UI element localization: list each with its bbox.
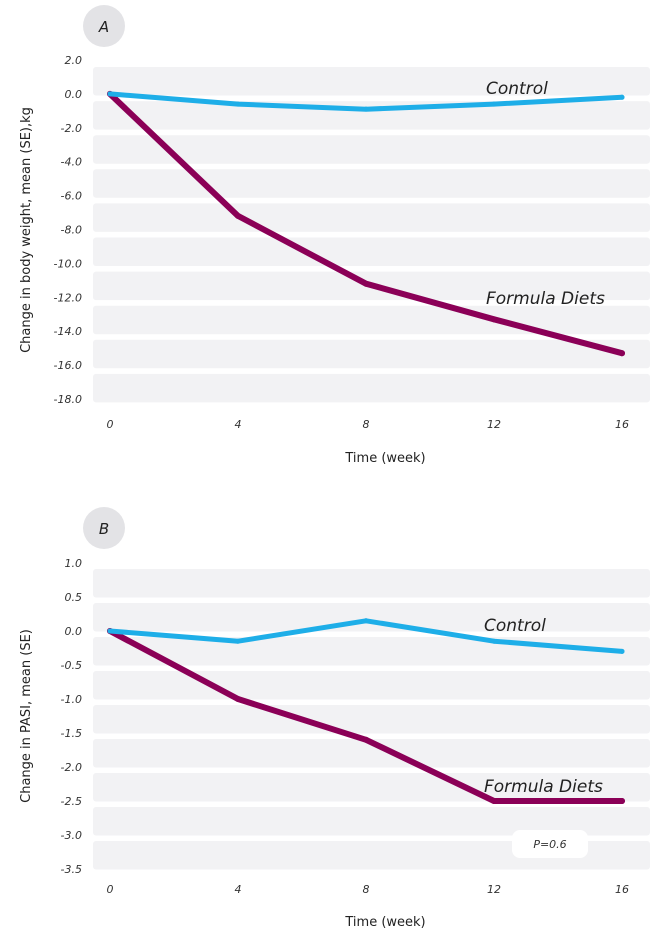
y-tick-label: -2.0	[61, 761, 82, 774]
x-tick-label: 0	[107, 418, 114, 431]
x-tick-label: 4	[235, 418, 242, 431]
data-point	[619, 94, 625, 100]
grid-band	[93, 569, 650, 598]
y-tick-label: -6.0	[61, 190, 82, 203]
data-point	[235, 101, 241, 107]
data-point	[107, 91, 113, 97]
y-tick-label: -1.0	[61, 693, 82, 706]
p-value-box	[512, 830, 588, 858]
x-tick-label: 16	[615, 418, 629, 431]
y-tick-label: -4.0	[61, 156, 82, 169]
y-tick-label: -1.5	[61, 727, 82, 740]
y-tick-label: -14.0	[54, 325, 82, 338]
y-tick-label: -3.0	[61, 829, 82, 842]
data-point	[363, 618, 369, 624]
data-point	[491, 101, 497, 107]
grid-band	[93, 739, 650, 768]
x-tick-label: 16	[615, 883, 629, 896]
panel-badge	[83, 5, 125, 47]
grid-band	[93, 373, 650, 403]
grid-band	[93, 339, 650, 369]
y-tick-label: -18.0	[54, 393, 82, 406]
y-tick-label: -12.0	[54, 291, 82, 304]
data-point	[363, 106, 369, 112]
data-point	[619, 648, 625, 654]
panel-badge	[83, 507, 125, 549]
grid-band	[93, 773, 650, 802]
series-label-formula-diets: Formula Diets	[484, 777, 603, 797]
y-tick-label: 2.0	[65, 54, 83, 67]
x-tick-label: 12	[487, 418, 501, 431]
data-point	[235, 212, 241, 219]
grid-band	[93, 203, 650, 232]
panel-label: A	[98, 18, 109, 36]
series-label-formula-diets: Formula Diets	[486, 289, 605, 309]
x-tick-label: 12	[487, 883, 501, 896]
x-tick-label: 0	[107, 883, 114, 896]
series-label-control: Control	[486, 79, 548, 99]
y-tick-label: -10.0	[54, 257, 82, 270]
grid-band	[93, 603, 650, 632]
y-tick-label: 0.0	[65, 625, 83, 638]
grid-band	[93, 807, 650, 836]
p-value-label: P=0.6	[533, 838, 566, 851]
grid-band	[93, 705, 650, 734]
data-point	[107, 628, 113, 634]
chart-panel-a: A 2.0 0.0 -2.0 -4.0 -6.0 -8.0 -10.0 -12.0 -14.0 -1…	[19, 5, 650, 466]
y-tick-label: -3.5	[61, 863, 82, 876]
grid-band	[93, 671, 650, 700]
grid-band	[93, 841, 650, 870]
series-label-control: Control	[484, 616, 546, 636]
x-axis-label: Time (week)	[344, 451, 425, 466]
grid-band	[93, 169, 650, 198]
y-tick-label: 1.0	[65, 557, 83, 570]
y-tick-label: 0.0	[65, 88, 83, 101]
data-point	[491, 316, 497, 323]
grid-band	[93, 135, 650, 164]
y-axis-label: Change in body weight, mean (SE),kg	[19, 107, 34, 353]
x-tick-label: 8	[363, 418, 370, 431]
grid-band	[93, 637, 650, 666]
y-tick-label: 0.5	[65, 591, 83, 604]
data-point	[363, 736, 369, 743]
y-tick-label: -8.0	[61, 224, 82, 237]
panel-label: B	[99, 520, 109, 538]
x-tick-label: 4	[235, 883, 242, 896]
data-point	[491, 798, 497, 804]
x-tick-label: 8	[363, 883, 370, 896]
x-axis-label: Time (week)	[344, 915, 425, 930]
grid-band	[93, 101, 650, 130]
y-tick-label: -2.0	[61, 122, 82, 135]
data-point	[363, 280, 369, 287]
y-axis-label: Change in PASI, mean (SE)	[19, 629, 34, 803]
y-tick-label: -16.0	[54, 359, 82, 372]
data-point	[235, 638, 241, 644]
data-point	[619, 350, 625, 357]
chart-panel-b: B 1.0 0.5 0.0 -0.5 -1.0 -1.5 -2.0 -2.5 -3.0 -3.5 0 4…	[19, 507, 650, 930]
data-point	[491, 638, 497, 644]
y-tick-label: -0.5	[61, 659, 82, 672]
data-point	[619, 798, 625, 804]
grid-band	[93, 237, 650, 266]
grid-band	[93, 305, 650, 335]
grid-band	[93, 67, 650, 96]
y-tick-label: -2.5	[61, 795, 82, 808]
data-point	[235, 696, 241, 702]
